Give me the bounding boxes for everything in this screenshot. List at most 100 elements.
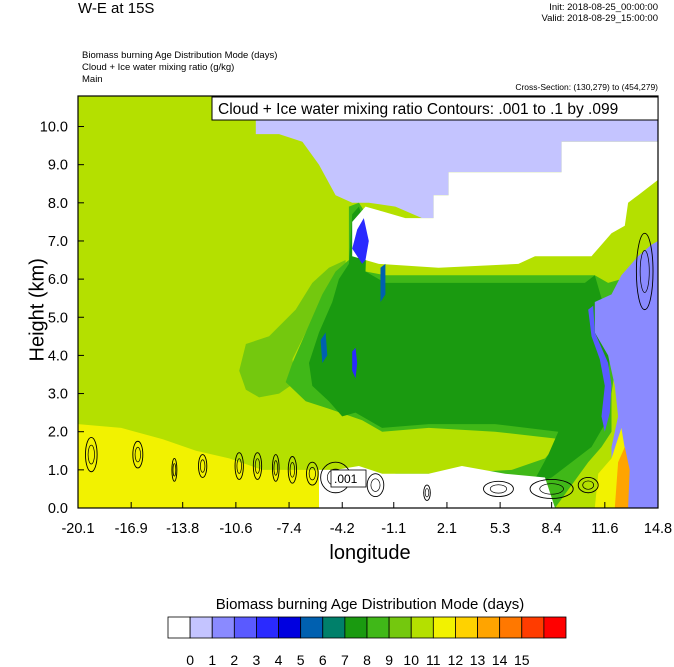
- valid-time: Valid: 2018-08-29_15:00:00: [541, 13, 658, 24]
- colorbar-swatch: [477, 616, 501, 639]
- colorbar-label: 12: [448, 652, 464, 667]
- contour-8: [306, 461, 319, 486]
- contour-inline-label-text: .001: [334, 472, 358, 486]
- cross-section-label: Cross-Section: (130,279) to (454,279): [515, 82, 658, 92]
- colorbar-label: 8: [363, 652, 371, 667]
- colorbar-swatch: [410, 616, 434, 639]
- y-tick-label: 4.0: [48, 348, 68, 364]
- y-tick-label: 7.0: [48, 234, 68, 250]
- contour-inner-0: [87, 444, 95, 465]
- x-tick-label: 14.8: [644, 521, 672, 537]
- x-tick-label: -20.1: [61, 521, 94, 537]
- region-age-8: [309, 206, 612, 486]
- contour-lines: [85, 232, 654, 501]
- colorbar-title: Biomass burning Age Distribution Mode (d…: [215, 596, 525, 613]
- contour-14: [577, 477, 599, 494]
- y-axis: 0.0 1.0 2.0 3.0 4.0 5.0 6.0 7.0 8.0 9.0 10.0: [40, 120, 84, 517]
- contour-inner-7: [289, 462, 296, 478]
- contour-inner-5: [254, 458, 261, 474]
- colorbar-swatch: [388, 616, 412, 639]
- y-tick-label: 6.0: [48, 272, 68, 288]
- contour-inner-15: [639, 250, 650, 293]
- x-tick-label: -4.2: [330, 521, 355, 537]
- region-age-3-edge: [588, 305, 612, 432]
- colorbar-swatch: [366, 616, 390, 639]
- y-tick-label: 0.0: [48, 501, 68, 517]
- colorbar-label: 10: [403, 652, 419, 667]
- colorbar-label: 9: [385, 652, 393, 667]
- y-tick-label: 2.0: [48, 425, 68, 441]
- contour-inner-2: [172, 463, 177, 477]
- colorbar-label: 13: [470, 652, 486, 667]
- contour-inner-4: [236, 458, 242, 474]
- contour-0: [85, 436, 98, 473]
- contour-13: [529, 478, 574, 499]
- colorbar-swatch: [521, 616, 545, 639]
- region-age-4-streak-2: [352, 347, 358, 379]
- contour-7: [287, 456, 297, 484]
- plot-area: [78, 96, 658, 508]
- contour-4: [234, 452, 244, 480]
- contour-6: [271, 454, 280, 482]
- region-age-4-streak-1: [352, 218, 369, 264]
- y-tick-label: 3.0: [48, 387, 68, 403]
- region-age-1: [255, 96, 658, 219]
- colorbar-label: 1: [208, 652, 216, 667]
- contour-11: [423, 484, 431, 501]
- colorbar-swatch: [344, 616, 368, 639]
- colorbar-label: 6: [319, 652, 327, 667]
- region-age-10: [239, 260, 346, 398]
- colorbar-swatch: [256, 616, 279, 639]
- colorbar-label: 0: [186, 652, 194, 667]
- contour-10: [366, 473, 385, 498]
- colorbar-swatch: [233, 616, 257, 639]
- region-age-6-streak-4: [320, 332, 328, 363]
- x-tick-label: 2.1: [437, 521, 457, 537]
- contour-2: [171, 457, 178, 482]
- colorbar-label: 4: [275, 652, 283, 667]
- region-age-0-low: [319, 466, 555, 508]
- colorbar-swatch: [455, 616, 478, 639]
- colorbar-label: 15: [514, 652, 530, 667]
- y-tick-label: 8.0: [48, 196, 68, 212]
- contour-inner-12: [489, 484, 508, 494]
- contour-12: [483, 480, 514, 498]
- x-tick-label: -13.8: [166, 521, 199, 537]
- contour-inner-3: [200, 459, 206, 473]
- colorbar-label: 11: [426, 652, 441, 667]
- x-tick-label: 11.6: [591, 521, 618, 537]
- contour-inner-13: [539, 483, 564, 495]
- colorbar-swatch: [300, 616, 324, 639]
- field-label-domain: Main: [82, 74, 103, 85]
- colorbar-label: 2: [230, 652, 238, 667]
- field-label-shaded: Biomass burning Age Distribution Mode (d…: [82, 50, 278, 61]
- x-tick-label: -1.1: [381, 521, 406, 537]
- y-tick-label: 10.0: [40, 120, 68, 136]
- contour-inner-6: [273, 460, 278, 476]
- x-tick-label: 5.3: [490, 521, 510, 537]
- x-tick-label: -16.9: [115, 521, 148, 537]
- contour-3: [198, 454, 208, 478]
- x-tick-label: 8.4: [542, 521, 562, 537]
- plot-title: W-E at 15S: [78, 0, 155, 17]
- colorbar-swatch: [278, 616, 302, 639]
- contour-legend-text: Cloud + Ice water mixing ratio Contours:…: [218, 101, 618, 118]
- contour-inner-8: [308, 467, 316, 481]
- colorbar-swatch: [499, 616, 523, 639]
- colorbar-swatch: [432, 616, 456, 639]
- colorbar-swatch: [543, 616, 567, 639]
- colorbar-swatch: [189, 616, 213, 639]
- colorbar-label: 7: [341, 652, 349, 667]
- y-tick-label: 1.0: [48, 463, 68, 479]
- region-age-0: [352, 141, 658, 268]
- contour-inner-10: [370, 478, 381, 492]
- contour-15: [635, 232, 654, 311]
- field-label-contour: Cloud + Ice water mixing ratio (g/kg): [82, 62, 235, 73]
- y-tick-label: 9.0: [48, 158, 68, 174]
- x-axis: -20.1 -16.9 -13.8 -10.6 -7.4 -4.2 -1.1 2.1 5.3 8.…: [61, 502, 672, 537]
- y-tick-label: 5.0: [48, 310, 68, 326]
- contour-inline-label: .001: [330, 469, 367, 488]
- contour-legend-box: Cloud + Ice water mixing ratio Contours:…: [211, 96, 659, 121]
- init-time: Init: 2018-08-25_00:00:00: [549, 2, 658, 13]
- plot-frame: [77, 95, 659, 509]
